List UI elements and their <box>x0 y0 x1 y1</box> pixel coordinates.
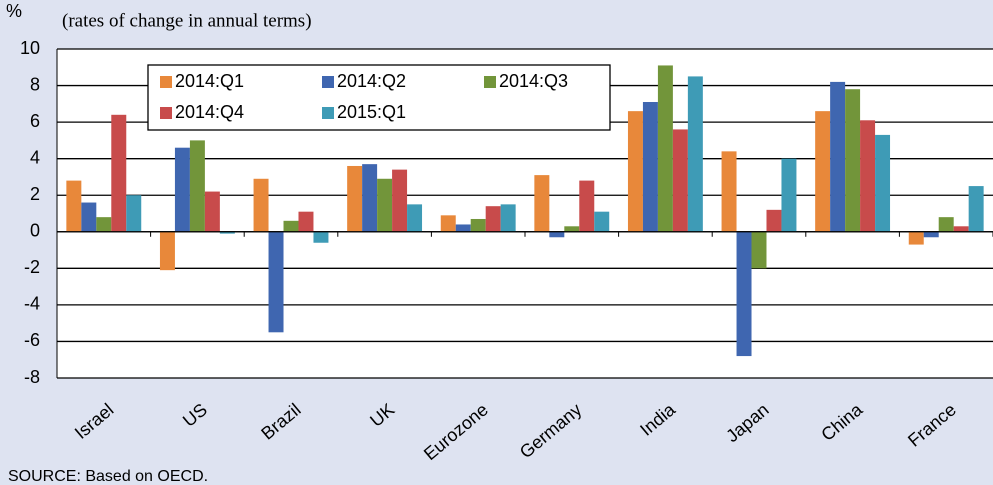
bar <box>968 186 984 232</box>
legend-swatch <box>322 76 334 88</box>
y-tick-label: -4 <box>24 294 40 314</box>
legend-label: 2014:Q1 <box>175 71 244 91</box>
bar <box>549 231 565 238</box>
bar <box>470 218 486 232</box>
bar <box>766 209 782 232</box>
bar <box>268 231 284 333</box>
bar <box>687 76 703 232</box>
bar <box>594 211 610 232</box>
y-tick-label: 6 <box>30 111 40 131</box>
source-note: SOURCE: Based on OECD. <box>8 468 208 485</box>
y-tick-label: -6 <box>24 330 40 350</box>
y-tick-label: 8 <box>30 74 40 94</box>
bar <box>845 89 861 232</box>
bar <box>642 102 658 232</box>
bar <box>377 178 393 232</box>
y-axis-label: % <box>6 1 22 21</box>
bar <box>938 217 954 232</box>
bar <box>111 114 127 232</box>
y-tick-label: -2 <box>24 257 40 277</box>
bar <box>751 231 767 269</box>
y-tick-label: 4 <box>30 147 40 167</box>
bar <box>253 178 269 232</box>
bar <box>860 120 876 232</box>
x-tick-label: US <box>179 399 211 430</box>
legend-label: 2014:Q2 <box>337 71 406 91</box>
bar <box>347 165 363 232</box>
x-tick-label: China <box>817 399 867 445</box>
x-tick-label: Eurozone <box>420 399 492 464</box>
bar <box>657 65 673 232</box>
legend-box <box>147 64 611 131</box>
x-tick-label: Germany <box>516 399 586 462</box>
x-tick-label: Israel <box>71 399 118 443</box>
y-tick-label: 10 <box>20 38 40 58</box>
x-tick-label: India <box>636 399 680 440</box>
bar <box>908 231 924 245</box>
bar <box>564 226 580 232</box>
legend-label: 2014:Q4 <box>175 102 244 122</box>
bar <box>204 191 220 232</box>
y-tick-label: 2 <box>30 184 40 204</box>
bar <box>500 204 516 232</box>
legend-swatch <box>160 107 172 119</box>
x-tick-label: Brazil <box>257 399 304 443</box>
bar <box>953 226 969 232</box>
bar <box>392 169 408 232</box>
bar <box>96 217 112 232</box>
x-tick-label: France <box>904 399 960 450</box>
bar <box>362 164 378 232</box>
bar <box>672 129 688 232</box>
y-tick-label: 0 <box>30 221 40 241</box>
bar <box>830 81 846 232</box>
bar <box>627 111 643 232</box>
legend-label: 2015:Q1 <box>337 102 406 122</box>
x-tick-label: UK <box>366 399 398 430</box>
bar <box>534 175 550 232</box>
x-tick-label: Japan <box>722 399 772 446</box>
chart-subtitle: (rates of change in annual terms) <box>62 10 312 31</box>
bar <box>579 180 595 232</box>
bar <box>283 220 299 232</box>
bar <box>219 231 235 234</box>
bar <box>781 158 797 232</box>
bar <box>455 224 471 232</box>
bar <box>66 180 82 232</box>
legend-swatch <box>484 76 496 88</box>
bar <box>189 140 205 232</box>
bar <box>126 195 142 232</box>
bar <box>298 211 314 232</box>
bar <box>407 204 423 232</box>
bar <box>313 231 329 243</box>
legend-label: 2014:Q3 <box>499 71 568 91</box>
bar <box>721 151 737 232</box>
bar <box>815 111 831 232</box>
bar <box>440 215 456 232</box>
bar <box>81 202 97 232</box>
y-tick-label: -8 <box>24 367 40 387</box>
legend-swatch <box>322 107 334 119</box>
bar <box>923 231 939 238</box>
bar <box>174 147 190 232</box>
bar <box>736 231 752 357</box>
bar <box>875 134 891 232</box>
legend-swatch <box>160 76 172 88</box>
bar <box>485 206 501 232</box>
bar <box>159 231 175 271</box>
